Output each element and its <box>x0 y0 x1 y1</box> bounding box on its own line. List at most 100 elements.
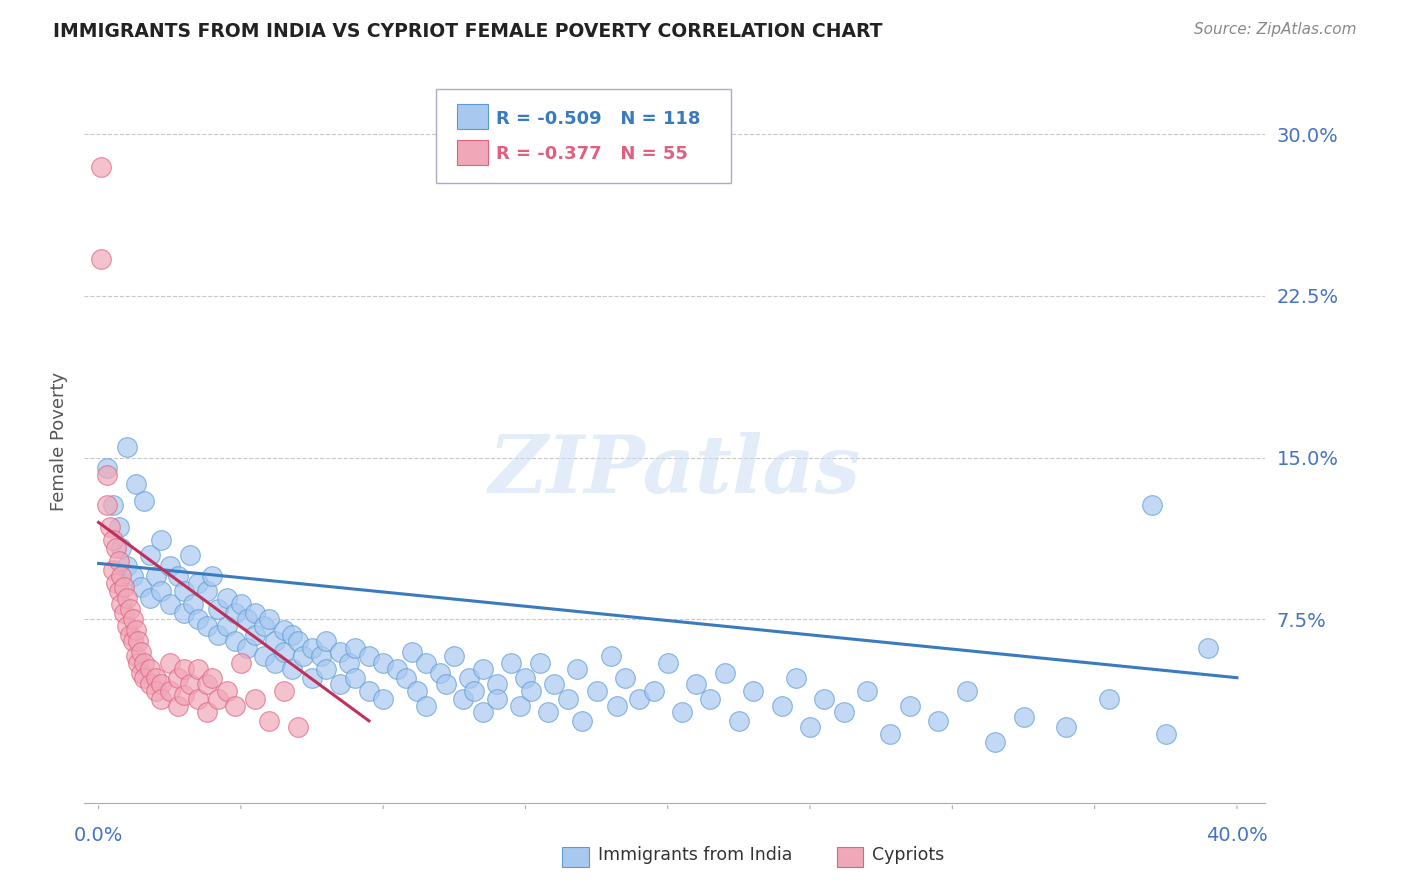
Point <box>243 606 266 620</box>
Point <box>614 671 637 685</box>
Point <box>187 692 209 706</box>
Point <box>329 677 352 691</box>
Point <box>955 683 977 698</box>
Point <box>515 671 537 685</box>
Point <box>1098 692 1121 706</box>
Point <box>343 640 366 655</box>
Point <box>139 677 162 691</box>
Point <box>264 634 287 648</box>
Point <box>215 591 238 605</box>
Point <box>150 692 173 706</box>
Point <box>121 612 143 626</box>
Point <box>643 683 665 698</box>
Point <box>150 677 173 691</box>
Point <box>671 705 693 719</box>
Point <box>785 671 807 685</box>
Point <box>167 671 190 685</box>
Text: Immigrants from India: Immigrants from India <box>598 847 792 864</box>
Point <box>529 656 551 670</box>
Point <box>243 627 266 641</box>
Point <box>224 606 246 620</box>
Point <box>813 692 835 706</box>
Point <box>337 656 360 670</box>
Point <box>253 619 276 633</box>
Point <box>139 591 162 605</box>
Point <box>1154 727 1177 741</box>
Text: ZIPatlas: ZIPatlas <box>489 432 860 509</box>
Point <box>195 584 218 599</box>
Point <box>879 727 901 741</box>
Point <box>259 714 281 728</box>
Point <box>224 698 246 713</box>
Point <box>235 612 257 626</box>
Point <box>104 541 127 556</box>
Point <box>565 662 588 676</box>
Point <box>1140 498 1163 512</box>
Point <box>101 533 124 547</box>
Point <box>357 649 380 664</box>
Point <box>471 705 494 719</box>
Text: Source: ZipAtlas.com: Source: ZipAtlas.com <box>1194 22 1357 37</box>
Point <box>485 677 508 691</box>
Point <box>98 520 121 534</box>
Point <box>134 493 156 508</box>
Point <box>373 656 395 670</box>
Point <box>150 584 173 599</box>
Point <box>107 520 129 534</box>
Point <box>110 541 132 556</box>
Point <box>628 692 651 706</box>
Point <box>443 649 465 664</box>
Point <box>207 692 229 706</box>
Point <box>243 692 266 706</box>
Text: 0.0%: 0.0% <box>75 826 124 845</box>
Point <box>543 677 565 691</box>
Point <box>112 606 135 620</box>
Point <box>273 624 295 638</box>
Point <box>195 619 218 633</box>
Point <box>96 467 118 482</box>
Point <box>187 662 209 676</box>
Point <box>253 649 276 664</box>
Point <box>1012 709 1035 723</box>
Point <box>127 656 149 670</box>
Point <box>124 624 146 638</box>
Point <box>96 498 118 512</box>
Point <box>167 569 190 583</box>
Point <box>799 720 821 734</box>
Point <box>713 666 735 681</box>
Point <box>107 584 129 599</box>
Point <box>145 569 167 583</box>
Point <box>139 662 162 676</box>
Point <box>315 634 337 648</box>
Point <box>104 575 127 590</box>
Point <box>121 634 143 648</box>
Point <box>179 548 201 562</box>
Point <box>273 683 295 698</box>
Point <box>124 476 146 491</box>
Point <box>1054 720 1077 734</box>
Point <box>110 598 132 612</box>
Point <box>159 683 181 698</box>
Text: 40.0%: 40.0% <box>1206 826 1268 845</box>
Text: IMMIGRANTS FROM INDIA VS CYPRIOT FEMALE POVERTY CORRELATION CHART: IMMIGRANTS FROM INDIA VS CYPRIOT FEMALE … <box>53 22 883 41</box>
Point <box>373 692 395 706</box>
Point <box>235 640 257 655</box>
Text: Cypriots: Cypriots <box>872 847 943 864</box>
Point <box>173 662 195 676</box>
Point <box>571 714 593 728</box>
Point <box>606 698 628 713</box>
Point <box>129 645 152 659</box>
Point <box>699 692 721 706</box>
Point <box>110 569 132 583</box>
Point <box>264 656 287 670</box>
Point <box>112 580 135 594</box>
Point <box>259 612 281 626</box>
Point <box>134 671 156 685</box>
Point <box>118 627 141 641</box>
Point <box>187 612 209 626</box>
Point <box>485 692 508 706</box>
Point <box>159 558 181 573</box>
Point <box>537 705 560 719</box>
Point <box>229 656 252 670</box>
Point <box>287 720 309 734</box>
